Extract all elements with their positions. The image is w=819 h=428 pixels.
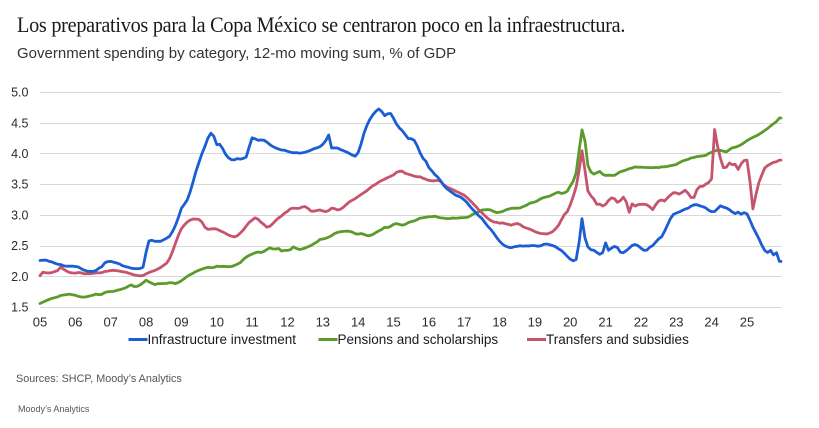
svg-text:24: 24 — [704, 315, 718, 330]
svg-text:21: 21 — [598, 315, 612, 330]
svg-text:1.5: 1.5 — [11, 301, 28, 315]
svg-text:10: 10 — [210, 315, 224, 330]
svg-text:23: 23 — [669, 315, 683, 330]
svg-text:06: 06 — [68, 315, 82, 330]
svg-text:19: 19 — [528, 315, 542, 330]
svg-text:20: 20 — [563, 315, 577, 330]
svg-text:4.0: 4.0 — [11, 147, 28, 161]
svg-text:3.0: 3.0 — [11, 208, 28, 222]
svg-text:05: 05 — [33, 315, 47, 330]
svg-text:2.0: 2.0 — [11, 270, 28, 284]
svg-text:17: 17 — [457, 315, 471, 330]
svg-text:13: 13 — [316, 315, 330, 330]
svg-text:08: 08 — [139, 315, 153, 330]
svg-text:Pensions and scholarships: Pensions and scholarships — [338, 332, 499, 347]
svg-text:14: 14 — [351, 315, 365, 330]
svg-text:16: 16 — [422, 315, 436, 330]
svg-text:5.0: 5.0 — [11, 86, 28, 100]
svg-text:09: 09 — [174, 315, 188, 330]
svg-text:3.5: 3.5 — [11, 178, 28, 192]
svg-text:Transfers and subsidies: Transfers and subsidies — [546, 332, 689, 347]
svg-text:07: 07 — [103, 315, 117, 330]
svg-text:15: 15 — [386, 315, 400, 330]
svg-text:11: 11 — [245, 315, 259, 330]
svg-text:Infrastructure investment: Infrastructure investment — [148, 332, 297, 347]
svg-text:12: 12 — [280, 315, 294, 330]
svg-text:25: 25 — [740, 315, 754, 330]
svg-text:2.5: 2.5 — [11, 239, 28, 253]
svg-text:18: 18 — [492, 315, 506, 330]
svg-text:22: 22 — [634, 315, 648, 330]
svg-text:4.5: 4.5 — [11, 116, 28, 130]
